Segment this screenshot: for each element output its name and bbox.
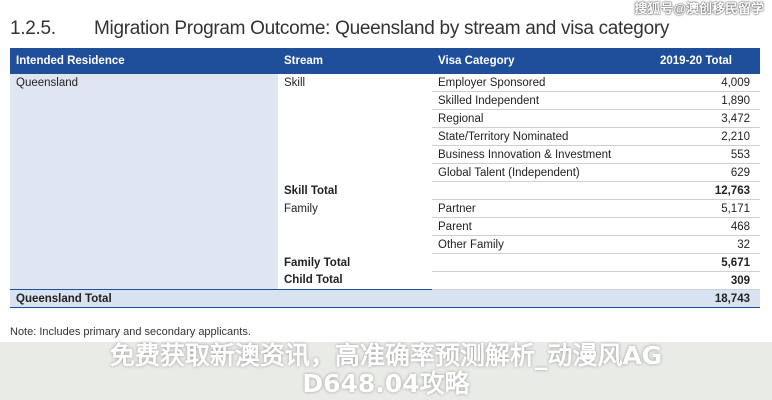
- table-row: Family Total 5,671: [10, 253, 760, 272]
- outcome-table: Intended Residence Stream Visa Category …: [10, 48, 760, 308]
- cell-total: 629: [632, 163, 760, 182]
- cell-total: 1,890: [632, 91, 760, 110]
- cell-residence: Queensland: [10, 74, 278, 92]
- cell-category: State/Territory Nominated: [432, 127, 632, 146]
- cell-total: 12,763: [632, 181, 760, 200]
- col-stream: Stream: [278, 48, 432, 74]
- cell-residence: [10, 163, 278, 182]
- grand-total-row: Queensland Total 18,743: [10, 289, 760, 308]
- cell-stream: [278, 92, 432, 110]
- cell-stream: Skill Total: [284, 184, 338, 197]
- watermark: 搜狐号@澳创移民留学: [634, 1, 764, 16]
- cell-total: 5,171: [632, 199, 760, 218]
- cell-total: 5,671: [632, 253, 760, 272]
- cell-residence: [10, 199, 278, 218]
- cell-stream: Skill: [284, 76, 306, 89]
- overlay-line-1: 免费获取新澳资讯，高准确率预测解析_动漫风AG: [109, 341, 663, 370]
- cell-total: 32: [632, 235, 760, 254]
- cell-stream: Child Total: [284, 274, 343, 287]
- table-row: Business Innovation & Investment 553: [10, 145, 760, 164]
- cell-category: [432, 181, 632, 200]
- table-row: Skill Total 12,763: [10, 181, 760, 200]
- cell-total: 3,472: [632, 109, 760, 128]
- table-row: State/Territory Nominated 2,210: [10, 127, 760, 146]
- page-title: 1.2.5. Migration Program Outcome: Queensl…: [10, 18, 669, 40]
- table-row: Global Talent (Independent) 629: [10, 163, 760, 182]
- cell-stream: Family: [284, 202, 318, 215]
- cell-total: 2,210: [632, 127, 760, 146]
- cell-residence: [10, 271, 278, 290]
- cell-total: 553: [632, 145, 760, 164]
- col-category: Visa Category: [432, 48, 632, 74]
- cell-category: Business Innovation & Investment: [432, 145, 632, 164]
- table-row: Other Family 32: [10, 235, 760, 254]
- cell-category: [432, 253, 632, 272]
- cell-residence: [10, 217, 278, 236]
- table-note: Note: Includes primary and secondary app…: [10, 326, 251, 338]
- table-row: Parent 468: [10, 217, 760, 236]
- cell-stream: [278, 146, 432, 164]
- cell-residence: [10, 181, 278, 200]
- cell-category: Global Talent (Independent): [432, 163, 632, 182]
- table-row: Child Total 309: [10, 271, 760, 290]
- cell-residence: [10, 235, 278, 254]
- table-row: Family Partner 5,171: [10, 199, 760, 218]
- cell-residence: [10, 253, 278, 272]
- cell-total: 309: [632, 271, 760, 290]
- cell-category: Regional: [432, 109, 632, 128]
- table-header: Intended Residence Stream Visa Category …: [10, 48, 760, 74]
- cell-category: Partner: [432, 199, 632, 218]
- cell-stream: Family Total: [284, 256, 351, 269]
- cell-category: Other Family: [432, 235, 632, 254]
- cell-total: 4,009: [632, 74, 760, 92]
- cell-stream: [278, 164, 432, 182]
- cell-category: [432, 271, 632, 290]
- promo-overlay-banner: 免费获取新澳资讯，高准确率预测解析_动漫风AG D648.04攻略: [0, 342, 772, 400]
- table-row: Regional 3,472: [10, 109, 760, 128]
- cell-stream: [278, 236, 432, 254]
- col-residence: Intended Residence: [10, 48, 278, 74]
- cell-residence: [10, 145, 278, 164]
- cell-residence: [10, 127, 278, 146]
- overlay-line-2: D648.04攻略: [302, 369, 470, 398]
- grand-total-label: Queensland Total: [10, 289, 632, 308]
- table-row: Queensland Skill Employer Sponsored 4,009: [10, 74, 760, 92]
- cell-category: Parent: [432, 217, 632, 236]
- cell-residence: [10, 91, 278, 110]
- grand-total-value: 18,743: [632, 289, 760, 308]
- cell-residence: [10, 109, 278, 128]
- cell-total: 468: [632, 217, 760, 236]
- section-number: 1.2.5.: [10, 18, 56, 39]
- title-text: Migration Program Outcome: Queensland by…: [94, 18, 670, 39]
- table-row: Skilled Independent 1,890: [10, 91, 760, 110]
- cell-stream: [278, 128, 432, 146]
- cell-category: Skilled Independent: [432, 91, 632, 110]
- col-total: 2019-20 Total: [632, 48, 760, 74]
- cell-stream: [278, 110, 432, 128]
- cell-category: Employer Sponsored: [432, 74, 632, 92]
- cell-stream: [278, 218, 432, 236]
